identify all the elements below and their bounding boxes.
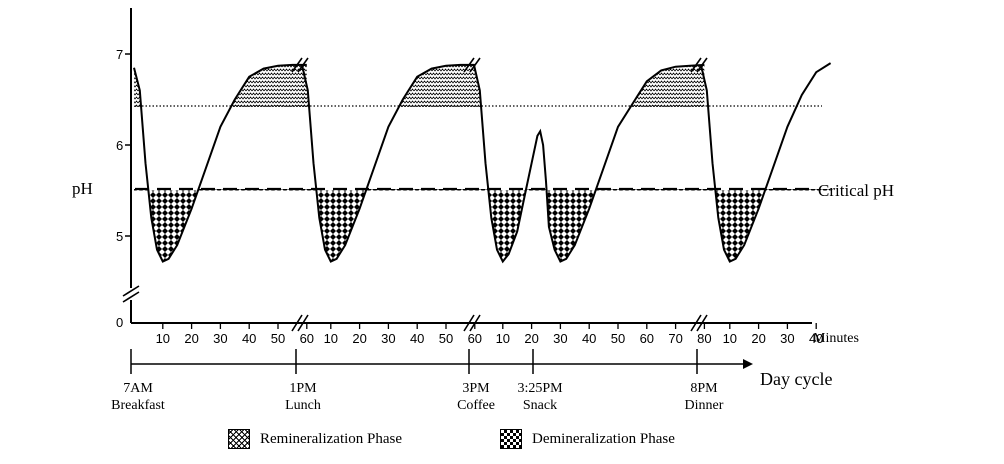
- y-tick-label-0: 0: [116, 315, 123, 330]
- minute-tick-label: 10: [496, 331, 510, 346]
- minute-tick-label: 50: [271, 331, 285, 346]
- minute-tick-label: 40: [410, 331, 424, 346]
- ph-curve-segment-2: [301, 63, 475, 263]
- event-name-label: Lunch: [285, 398, 321, 413]
- ph-curve-segment-3: [473, 63, 705, 264]
- remineralization-area-2: [302, 64, 475, 107]
- minute-tick-label: 30: [213, 331, 227, 346]
- minute-tick-label: 60: [300, 331, 314, 346]
- minute-tick-label: 70: [668, 331, 682, 346]
- minute-tick-label: 10: [324, 331, 338, 346]
- minute-tick-label: 30: [780, 331, 794, 346]
- event-name-label: Breakfast: [111, 398, 165, 413]
- curve-break-icon: [463, 57, 481, 73]
- event-time-label: 8PM: [690, 381, 718, 396]
- minute-tick-label: 50: [611, 331, 625, 346]
- ph-curve-segment-1: [133, 63, 307, 263]
- minute-tick-label: 20: [524, 331, 538, 346]
- event-name-label: Dinner: [685, 398, 724, 413]
- ph-curve-segment-4: [700, 62, 832, 263]
- legend-remineralization: Remineralization Phase: [228, 428, 402, 450]
- minute-tick-label: 60: [640, 331, 654, 346]
- minute-tick-label: 80: [697, 331, 711, 346]
- minute-tick-label: 40: [242, 331, 256, 346]
- legend-demineralization-label: Demineralization Phase: [532, 430, 675, 447]
- minute-tick-label: 40: [582, 331, 596, 346]
- critical-ph-label: Critical pH: [818, 181, 894, 200]
- legend-demineralization: Demineralization Phase: [500, 428, 675, 450]
- y-tick-label-5: 5: [116, 229, 123, 244]
- minute-tick-label: 40: [809, 331, 823, 346]
- y-tick-label-7: 7: [116, 47, 123, 62]
- event-time-label: 7AM: [123, 381, 153, 396]
- legend-remineralization-label: Remineralization Phase: [260, 430, 403, 447]
- event-name-label: Snack: [523, 398, 557, 413]
- minutes-axis-break-icon: [690, 314, 708, 332]
- minute-tick-label: 60: [468, 331, 482, 346]
- demineralization-area-3: [474, 189, 705, 262]
- remineralization-area-1: [134, 64, 307, 107]
- remineralization-swatch: [228, 429, 250, 449]
- minute-tick-label: 10: [723, 331, 737, 346]
- minute-tick-label: 30: [381, 331, 395, 346]
- y-tick-label-6: 6: [116, 138, 123, 153]
- day-cycle-arrow-icon: [743, 359, 753, 369]
- y-axis-break-icon: [122, 285, 140, 303]
- event-name-label: Coffee: [457, 398, 495, 413]
- y-axis-label: pH: [72, 179, 93, 198]
- minutes-axis-break-icon: [463, 314, 481, 332]
- minute-tick-label: 10: [156, 331, 170, 346]
- curve-break-icon: [291, 57, 309, 73]
- minute-tick-label: 20: [751, 331, 765, 346]
- curve-break-icon: [690, 57, 708, 73]
- event-time-label: 3:25PM: [517, 381, 563, 396]
- minutes-axis-break-icon: [291, 314, 309, 332]
- minute-tick-label: 50: [439, 331, 453, 346]
- day-cycle-label: Day cycle: [760, 369, 832, 389]
- demineralization-area-4: [701, 189, 831, 262]
- event-time-label: 3PM: [462, 381, 490, 396]
- remineralization-area-3: [474, 64, 705, 107]
- minute-tick-label: 30: [553, 331, 567, 346]
- minute-tick-label: 20: [184, 331, 198, 346]
- minutes-axis-label: Minutes: [813, 331, 859, 346]
- demineralization-swatch: [500, 429, 522, 449]
- event-time-label: 1PM: [289, 381, 317, 396]
- minute-tick-label: 20: [352, 331, 366, 346]
